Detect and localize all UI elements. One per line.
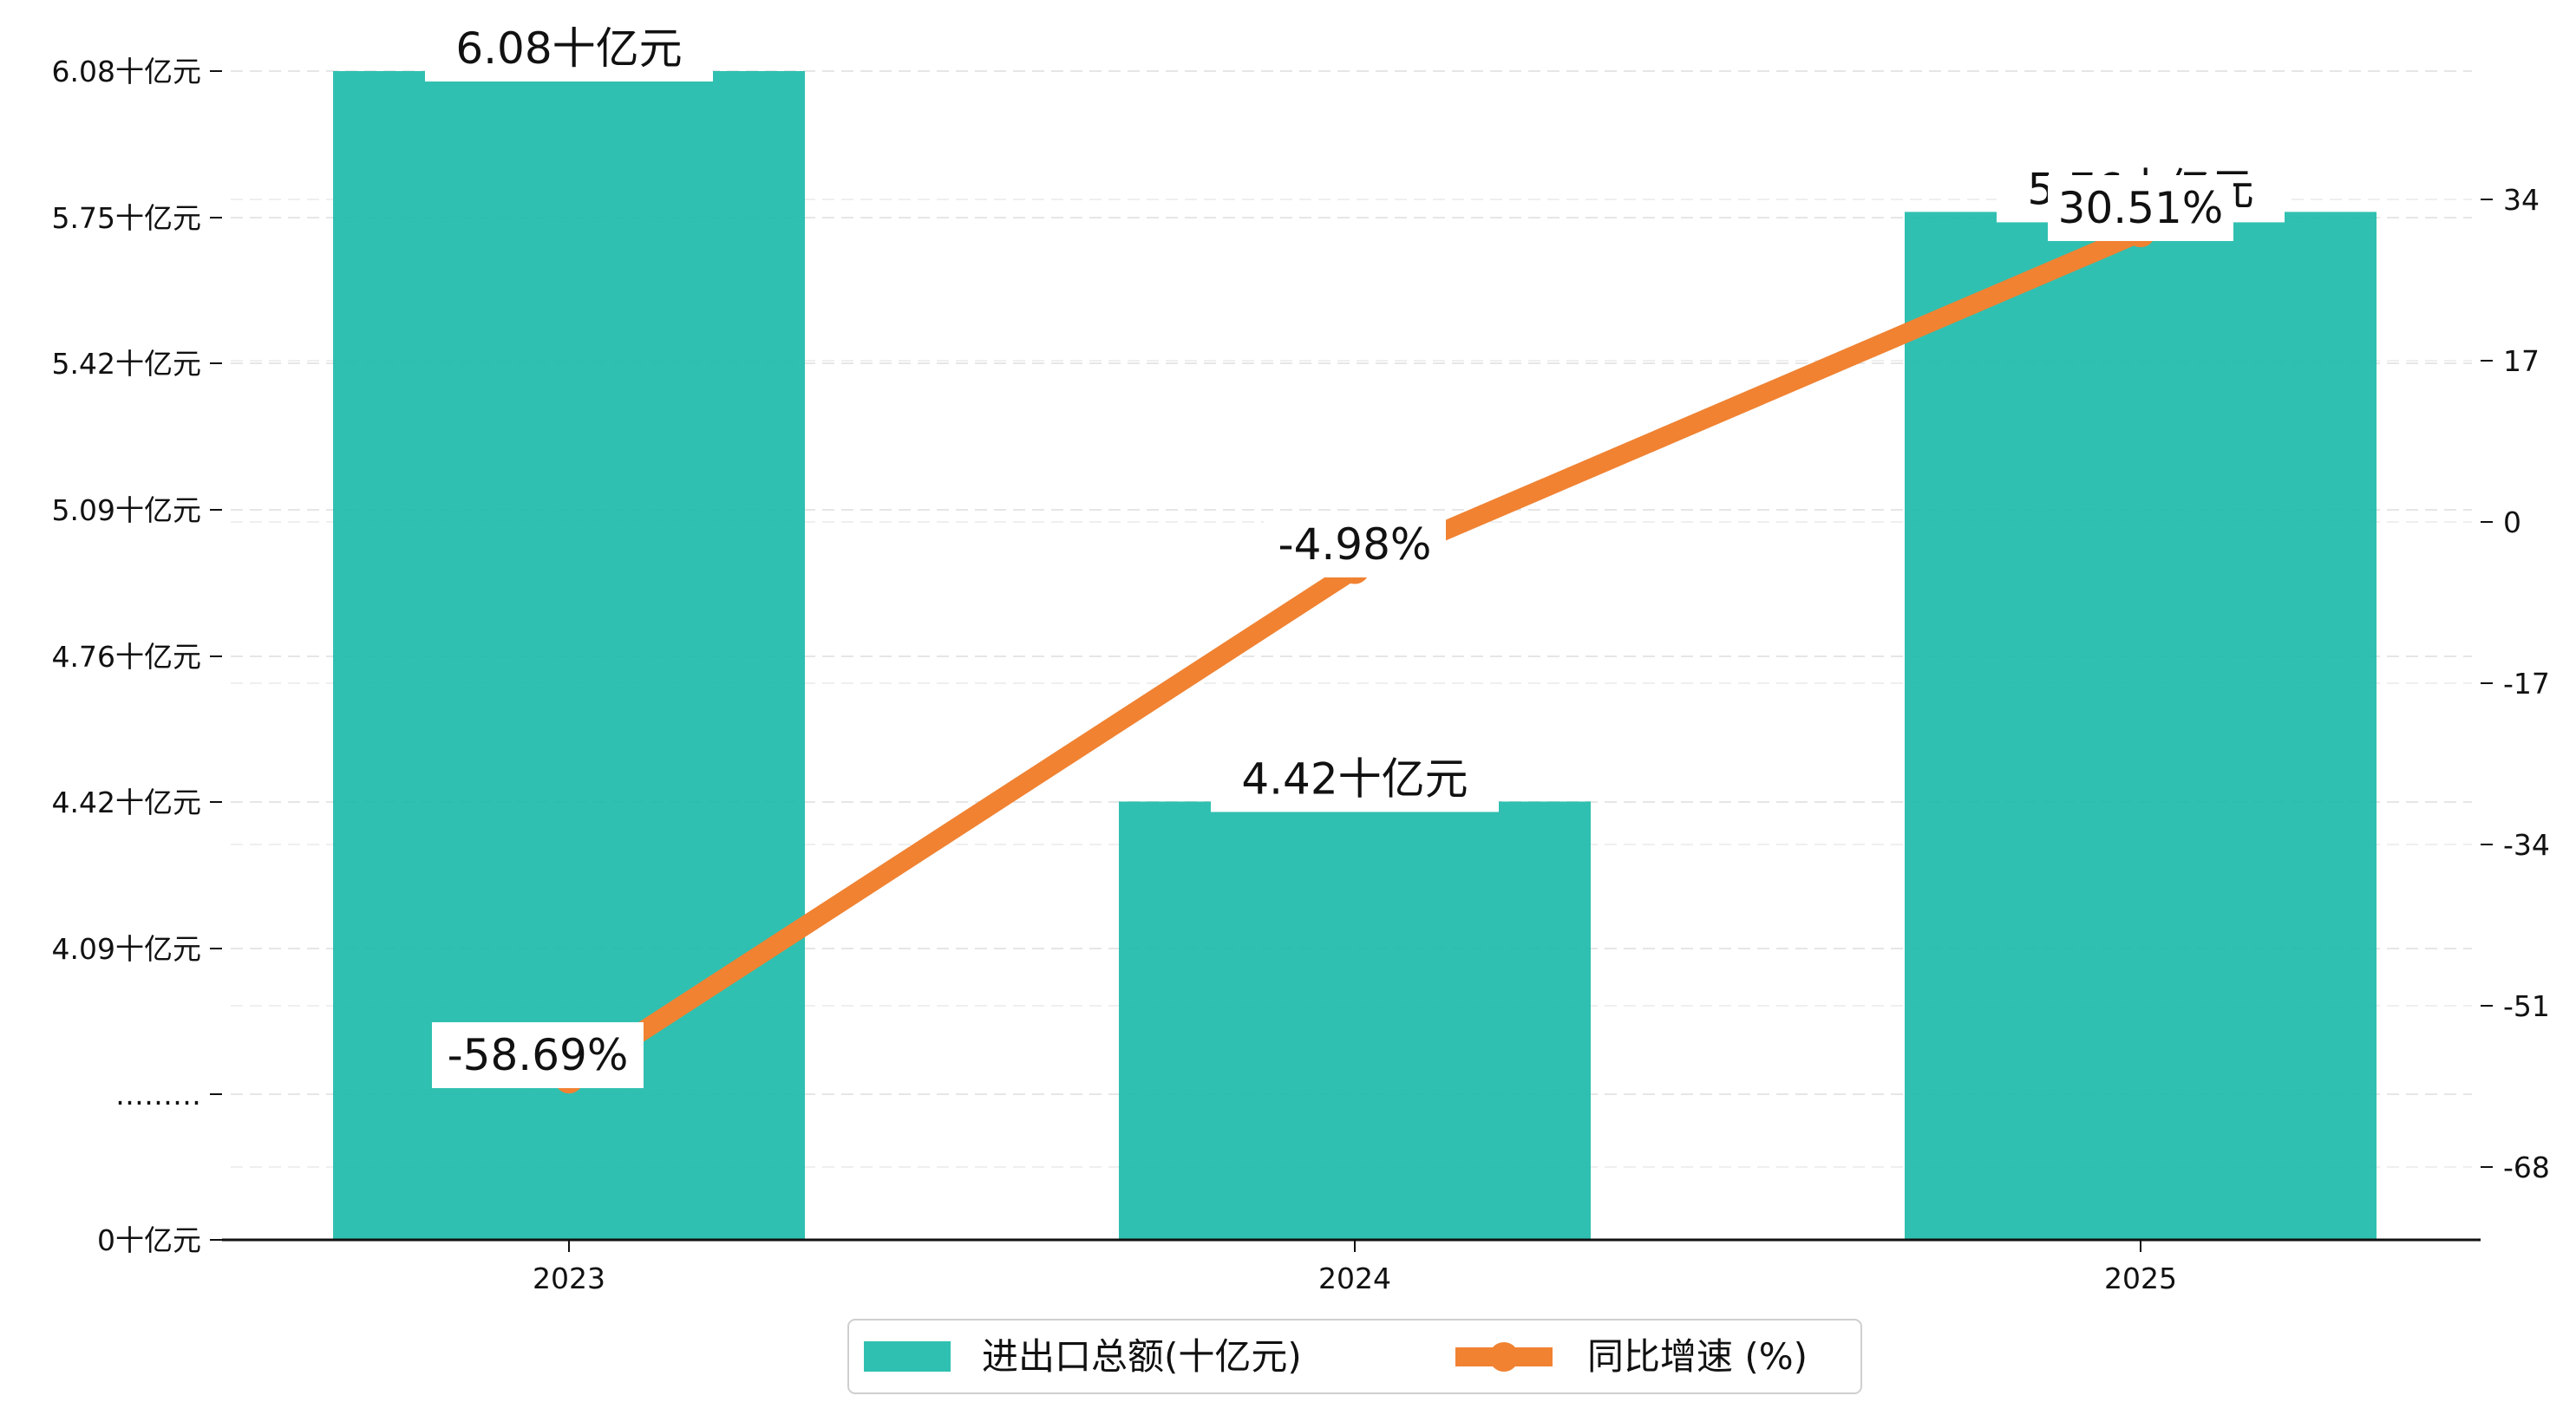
left-tick-label: 4.09十亿元 <box>52 932 201 966</box>
bar-label-2023: 6.08十亿元 <box>425 16 713 82</box>
line-label-2025-box <box>2048 175 2233 241</box>
legend-frame <box>847 1319 1862 1394</box>
line-label-2023-text: -58.69% <box>448 1030 629 1080</box>
bar-label-2024: 4.42十亿元 <box>1211 746 1499 812</box>
right-tick-label: -17 <box>2503 667 2550 701</box>
left-tick-label: 4.76十亿元 <box>52 640 201 674</box>
left-tick-label: 5.75十亿元 <box>52 201 201 235</box>
x-tick-label: 2025 <box>2104 1262 2177 1295</box>
line-label-2023: -58.69% <box>432 1022 644 1088</box>
bar-2024 <box>1119 801 1591 1240</box>
line-label-2023-box <box>432 1022 644 1088</box>
right-tick-label: 34 <box>2503 183 2540 217</box>
legend: 进出口总额(十亿元) 同比增速 (%) <box>847 1319 1862 1394</box>
bar-2025 <box>1905 212 2377 1241</box>
legend-swatch-bars <box>864 1341 951 1372</box>
bar-series <box>333 71 2377 1241</box>
bar-label-2024-box <box>1211 746 1499 812</box>
left-tick-label: 5.42十亿元 <box>52 347 201 381</box>
right-tick-label: -68 <box>2503 1151 2550 1184</box>
line-label-2024-text: -4.98% <box>1278 519 1432 570</box>
right-tick-label: 0 <box>2503 505 2521 539</box>
right-tick-label: -51 <box>2503 989 2550 1023</box>
line-label-2025: 30.51% <box>2048 175 2233 241</box>
bar-label-2023-box <box>425 16 713 82</box>
legend-marker-line <box>1489 1342 1519 1372</box>
right-tick-label: 17 <box>2503 344 2540 378</box>
left-tick-label: 4.42十亿元 <box>52 786 201 819</box>
left-tick-label: ……… <box>115 1078 201 1112</box>
x-tick-label: 2024 <box>1318 1262 1391 1295</box>
line-label-2025-text: 30.51% <box>2058 183 2224 233</box>
left-tick-label: 0十亿元 <box>97 1223 201 1257</box>
legend-label-bars: 进出口总额(十亿元) <box>982 1335 1302 1378</box>
left-tick-label: 6.08十亿元 <box>52 55 201 88</box>
bar-label-2023-text: 6.08十亿元 <box>455 23 682 74</box>
right-tick-label: -34 <box>2503 828 2550 862</box>
x-tick-label: 2023 <box>533 1262 605 1295</box>
line-label-2024: -4.98% <box>1264 512 1446 577</box>
bar-label-2024-text: 4.42十亿元 <box>1241 753 1468 804</box>
left-tick-label: 5.09十亿元 <box>52 493 201 527</box>
legend-label-line: 同比增速 (%) <box>1587 1335 1808 1378</box>
line-data-labels: -58.69% -4.98% 30.51% <box>432 175 2233 1088</box>
axes: 0十亿元 ……… 4.09十亿元 4.42十亿元 4.76十亿元 5.09十亿元 5.42十… <box>52 55 2550 1295</box>
line-label-2024-box <box>1264 512 1446 577</box>
